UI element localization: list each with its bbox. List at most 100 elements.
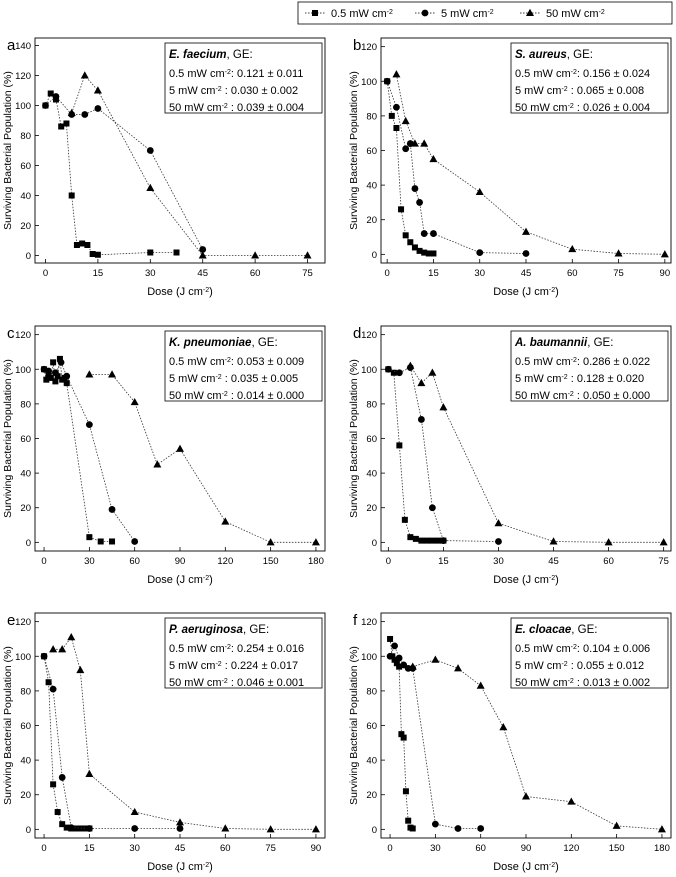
x-tick-label: 75 bbox=[302, 268, 313, 279]
x-tick-label: 0 bbox=[41, 843, 46, 854]
data-point-triangle bbox=[221, 824, 230, 832]
x-tick-label: 30 bbox=[129, 843, 140, 854]
y-tick-label: 120 bbox=[15, 330, 31, 341]
y-tick-label: 60 bbox=[366, 146, 377, 157]
data-point-triangle bbox=[130, 397, 139, 406]
data-point-square bbox=[72, 825, 79, 832]
y-axis-label: Surviving Bacterial Population (%) bbox=[348, 359, 360, 518]
data-point-triangle bbox=[439, 403, 448, 411]
data-point-circle bbox=[430, 230, 437, 237]
y-axis-label: Surviving Bacterial Population (%) bbox=[2, 359, 14, 518]
ge-title: E. faecium, GE: bbox=[169, 49, 253, 61]
data-point-square bbox=[43, 376, 50, 383]
data-point-triangle bbox=[198, 251, 207, 259]
data-point-triangle bbox=[406, 361, 415, 369]
ge-row: 0.5 mW cm-2: 0.254 ± 0.016 bbox=[169, 643, 304, 655]
data-point-triangle bbox=[659, 538, 668, 546]
ge-row: 50 mW cm-2 : 0.039 ± 0.004 bbox=[169, 102, 304, 114]
ge-box bbox=[510, 42, 669, 114]
data-point-circle bbox=[454, 825, 462, 832]
y-tick-label: 60 bbox=[366, 721, 377, 732]
data-point-triangle bbox=[657, 825, 666, 833]
data-point-circle bbox=[395, 654, 403, 662]
data-point-triangle bbox=[221, 517, 230, 525]
data-point-square bbox=[430, 250, 437, 257]
y-tick-label: 20 bbox=[366, 790, 377, 801]
data-point-square bbox=[405, 817, 412, 824]
y-tick-label: 40 bbox=[20, 191, 31, 202]
y-tick-label: 80 bbox=[20, 399, 31, 410]
x-tick-label: 90 bbox=[521, 843, 532, 854]
y-tick-label: 0 bbox=[26, 825, 31, 836]
legend-marker-circle bbox=[421, 9, 429, 17]
data-point-square bbox=[398, 206, 405, 213]
series-line-circle bbox=[43, 656, 180, 829]
data-point-circle bbox=[391, 642, 398, 650]
ge-title: A. baumannii, GE: bbox=[514, 337, 613, 349]
y-tick-label: 0 bbox=[372, 538, 377, 549]
ge-row: 50 mW cm-2 : 0.013 ± 0.002 bbox=[515, 677, 650, 689]
y-tick-label: 40 bbox=[20, 469, 31, 480]
x-tick-label: 150 bbox=[609, 843, 625, 854]
legend: 0.5 mW cm-2 5 mW cm-2 50 mW cm-2 bbox=[297, 1, 673, 25]
data-point-square bbox=[147, 249, 154, 256]
y-axis-label: Surviving Bacterial Population (%) bbox=[2, 646, 14, 805]
data-point-triangle bbox=[108, 370, 117, 378]
x-tick-label: 60 bbox=[129, 556, 140, 567]
data-point-square bbox=[425, 250, 432, 257]
ge-title: S. aureus, GE: bbox=[515, 49, 593, 61]
x-tick-label: 75 bbox=[265, 843, 276, 854]
ge-box bbox=[164, 330, 323, 402]
x-tick-label: 90 bbox=[660, 268, 671, 279]
data-point-triangle bbox=[80, 71, 89, 79]
data-point-triangle bbox=[454, 664, 463, 672]
ge-title: K. pneumoniae, GE: bbox=[169, 337, 278, 349]
panel-label: a bbox=[7, 37, 16, 54]
y-tick-label: 40 bbox=[366, 469, 377, 480]
data-point-triangle bbox=[549, 537, 558, 545]
data-point-triangle bbox=[85, 769, 94, 777]
x-tick-label: 15 bbox=[93, 268, 104, 279]
series-line-circle bbox=[43, 361, 136, 542]
data-point-square bbox=[79, 240, 86, 247]
x-tick-label: 0 bbox=[385, 268, 390, 279]
x-tick-label: 45 bbox=[175, 843, 186, 854]
y-tick-label: 0 bbox=[372, 250, 377, 261]
y-tick-label: 120 bbox=[15, 617, 31, 628]
y-tick-label: 140 bbox=[15, 41, 31, 52]
panel-label: c bbox=[7, 325, 15, 342]
data-point-triangle bbox=[522, 792, 530, 800]
x-tick-label: 60 bbox=[603, 556, 614, 567]
data-point-triangle bbox=[176, 444, 184, 452]
data-point-square bbox=[421, 249, 428, 256]
data-point-square bbox=[54, 373, 61, 380]
panel-label: b bbox=[353, 37, 361, 54]
x-tick-label: 75 bbox=[658, 556, 669, 567]
data-point-circle bbox=[393, 103, 400, 111]
data-point-triangle bbox=[67, 633, 76, 641]
data-point-square bbox=[63, 120, 70, 127]
data-point-triangle bbox=[85, 370, 94, 378]
x-tick-label: 30 bbox=[145, 268, 156, 279]
data-point-circle bbox=[417, 416, 425, 423]
panel-b: b 0 15 30 45 60 75 90 0 20 40 60 80 100 120 Dose (J cm-… bbox=[348, 37, 672, 298]
data-point-circle bbox=[428, 504, 436, 512]
x-axis-label: Dose (J cm-2) bbox=[147, 574, 213, 586]
y-tick-label: 20 bbox=[20, 221, 31, 232]
data-point-square bbox=[423, 537, 430, 544]
y-tick-label: 120 bbox=[361, 42, 377, 53]
data-point-square bbox=[86, 534, 93, 541]
x-axis-label: Dose (J cm-2) bbox=[493, 286, 559, 298]
data-point-circle bbox=[384, 365, 392, 373]
data-point-square bbox=[400, 734, 407, 741]
data-point-square bbox=[73, 242, 80, 248]
data-point-square bbox=[77, 825, 84, 832]
data-point-square bbox=[434, 537, 441, 544]
panel-f: f 0 30 60 90 120 150 180 0 20 40 60 80 100 120 Dose (J … bbox=[348, 612, 672, 873]
panel-label: f bbox=[353, 612, 358, 629]
data-point-circle bbox=[522, 250, 530, 257]
data-point-triangle bbox=[311, 538, 320, 546]
ge-row: 50 mW cm-2 : 0.050 ± 0.000 bbox=[515, 390, 650, 402]
y-tick-label: 120 bbox=[15, 71, 31, 82]
